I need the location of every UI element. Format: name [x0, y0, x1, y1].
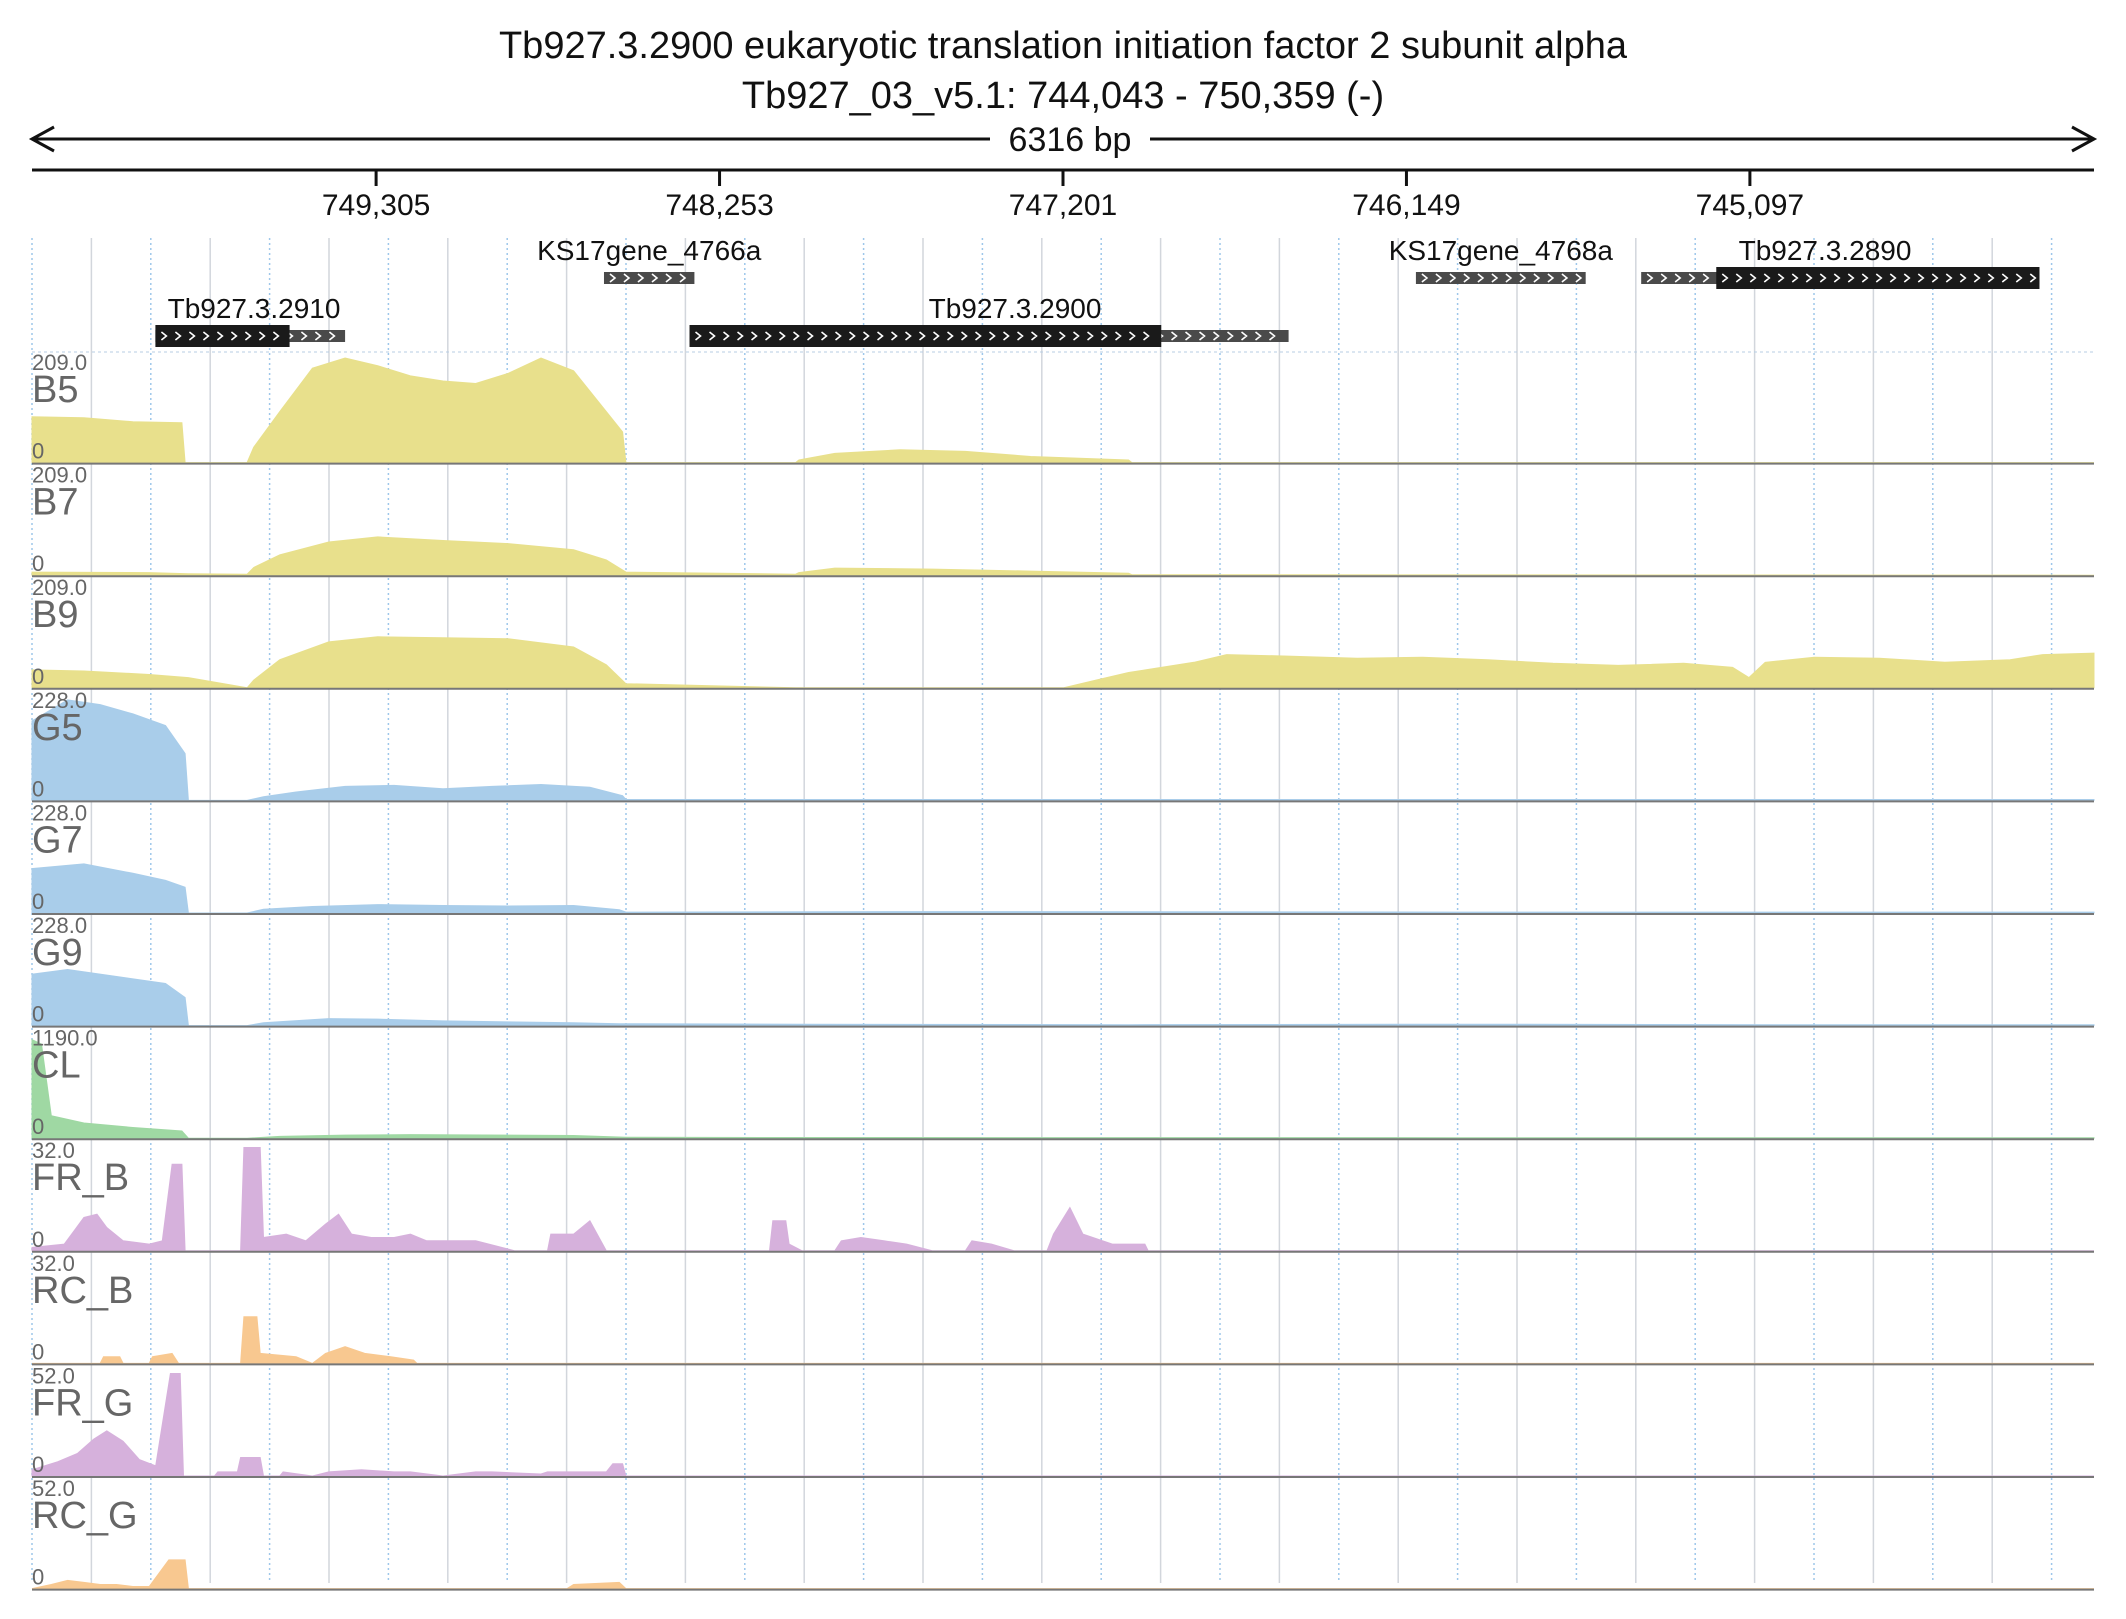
track-min-label: 0	[32, 1002, 44, 1027]
track-fr-g: 52.0FR_G 0	[31, 1363, 2094, 1478]
track-min-label: 0	[32, 1339, 44, 1364]
track-name: B7	[32, 482, 78, 524]
track-max-label: 209.0	[32, 575, 87, 600]
span-arrow: 6316 bp	[28, 121, 2098, 159]
gene-cds	[1716, 267, 2040, 289]
strand-arrow-icon	[160, 331, 280, 341]
gene-feature: Tb927.3.2910	[155, 293, 346, 347]
x-tick-label: 749,305	[322, 189, 430, 222]
gene-feature: Tb927.3.2890	[1641, 235, 2040, 289]
coverage-area	[31, 968, 2095, 1027]
track-name: FR_B	[32, 1157, 129, 1199]
coverage-area	[31, 699, 2095, 801]
x-tick-label: 746,149	[1352, 189, 1460, 222]
coverage-area	[31, 357, 2094, 464]
coverage-area	[31, 1038, 2095, 1139]
gene-feature: Tb927.3.2900	[689, 293, 1289, 347]
coverage-area	[32, 1316, 2094, 1364]
strand-arrow-icon	[1721, 273, 2037, 283]
track-max-label: 32.0	[32, 1138, 75, 1163]
track-b9: 209.0B9 0	[31, 575, 2095, 690]
gene-label: Tb927.3.2910	[168, 293, 341, 324]
track-min-label: 0	[32, 664, 44, 689]
track-name: B9	[32, 594, 78, 636]
gene-utr	[1415, 272, 1586, 284]
coverage-area	[31, 1147, 2094, 1252]
track-max-label: 52.0	[32, 1363, 75, 1388]
strand-arrow-icon	[695, 331, 1150, 341]
track-min-label: 0	[32, 1452, 44, 1477]
x-tick-label: 745,097	[1696, 189, 1804, 222]
track-max-label: 52.0	[32, 1476, 75, 1501]
gene-utr	[603, 272, 695, 284]
x-axis: 749,305 748,253 747,201 746,149 745,097	[322, 170, 1804, 222]
chart-title: Tb927.3.2900 eukaryotic translation init…	[499, 25, 1628, 67]
track-min-label: 0	[32, 776, 44, 801]
x-tick-label: 748,253	[665, 189, 773, 222]
track-name: G9	[32, 932, 83, 974]
gene-label: Tb927.3.2900	[929, 293, 1102, 324]
x-tick-label: 747,201	[1009, 189, 1117, 222]
track-g9: 228.0G9 0	[31, 913, 2095, 1028]
track-b7: 209.0B7 0	[31, 463, 2095, 578]
coverage-area	[31, 536, 2095, 576]
track-max-label: 1190.0	[32, 1026, 98, 1051]
track-name: CL	[32, 1045, 81, 1087]
track-max-label: 228.0	[32, 688, 87, 713]
coverage-tracks: 209.0B50209.0B70209.0B90228.0G50228.0G70…	[31, 350, 2095, 1591]
track-name: B5	[32, 369, 78, 411]
track-max-label: 228.0	[32, 913, 87, 938]
chart-subtitle: Tb927_03_v5.1: 744,043 - 750,359 (-)	[742, 75, 1384, 117]
track-g7: 228.0G7 0	[31, 800, 2095, 915]
coverage-area	[31, 1373, 2094, 1477]
track-min-label: 0	[32, 439, 44, 464]
track-g5: 228.0G5 0	[31, 688, 2095, 803]
track-name: RC_G	[32, 1495, 138, 1537]
arrow-right-icon	[2071, 125, 2098, 153]
track-min-label: 0	[32, 1227, 44, 1252]
strand-arrow-icon	[609, 273, 687, 283]
coverage-area	[31, 863, 2095, 914]
gene-track: Tb927.3.2910 KS17gene_4766a Tb927.3.2900 KS…	[155, 235, 2040, 347]
track-max-label: 228.0	[32, 800, 87, 825]
track-rc-g: 52.0RC_G 0	[31, 1476, 2094, 1591]
gene-feature: KS17gene_4768a	[1389, 235, 1614, 284]
track-fr-b: 32.0FR_B 0	[31, 1138, 2094, 1253]
track-rc-b: 32.0RC_B 0	[32, 1251, 2094, 1366]
track-name: RC_B	[32, 1270, 133, 1312]
track-cl: 1190.0CL 0	[31, 1026, 2095, 1141]
arrow-left-icon	[28, 125, 55, 153]
gene-feature: KS17gene_4766a	[537, 235, 762, 284]
track-min-label: 0	[32, 1565, 44, 1590]
span-label: 6316 bp	[1009, 121, 1132, 159]
track-min-label: 0	[32, 551, 44, 576]
track-min-label: 0	[32, 889, 44, 914]
coverage-area	[31, 636, 2095, 689]
coverage-area	[31, 1559, 2094, 1590]
gene-label: KS17gene_4768a	[1389, 235, 1614, 266]
track-min-label: 0	[32, 1114, 44, 1139]
gene-label: Tb927.3.2890	[1739, 235, 1912, 266]
track-max-label: 209.0	[32, 350, 87, 375]
track-name: FR_G	[32, 1382, 133, 1424]
track-max-label: 209.0	[32, 463, 87, 488]
track-name: G7	[32, 819, 83, 861]
strand-arrow-icon	[1421, 273, 1583, 283]
gene-label: KS17gene_4766a	[537, 235, 762, 266]
track-max-label: 32.0	[32, 1251, 75, 1276]
track-b5: 209.0B5 0	[31, 350, 2094, 465]
track-name: G5	[32, 707, 83, 749]
